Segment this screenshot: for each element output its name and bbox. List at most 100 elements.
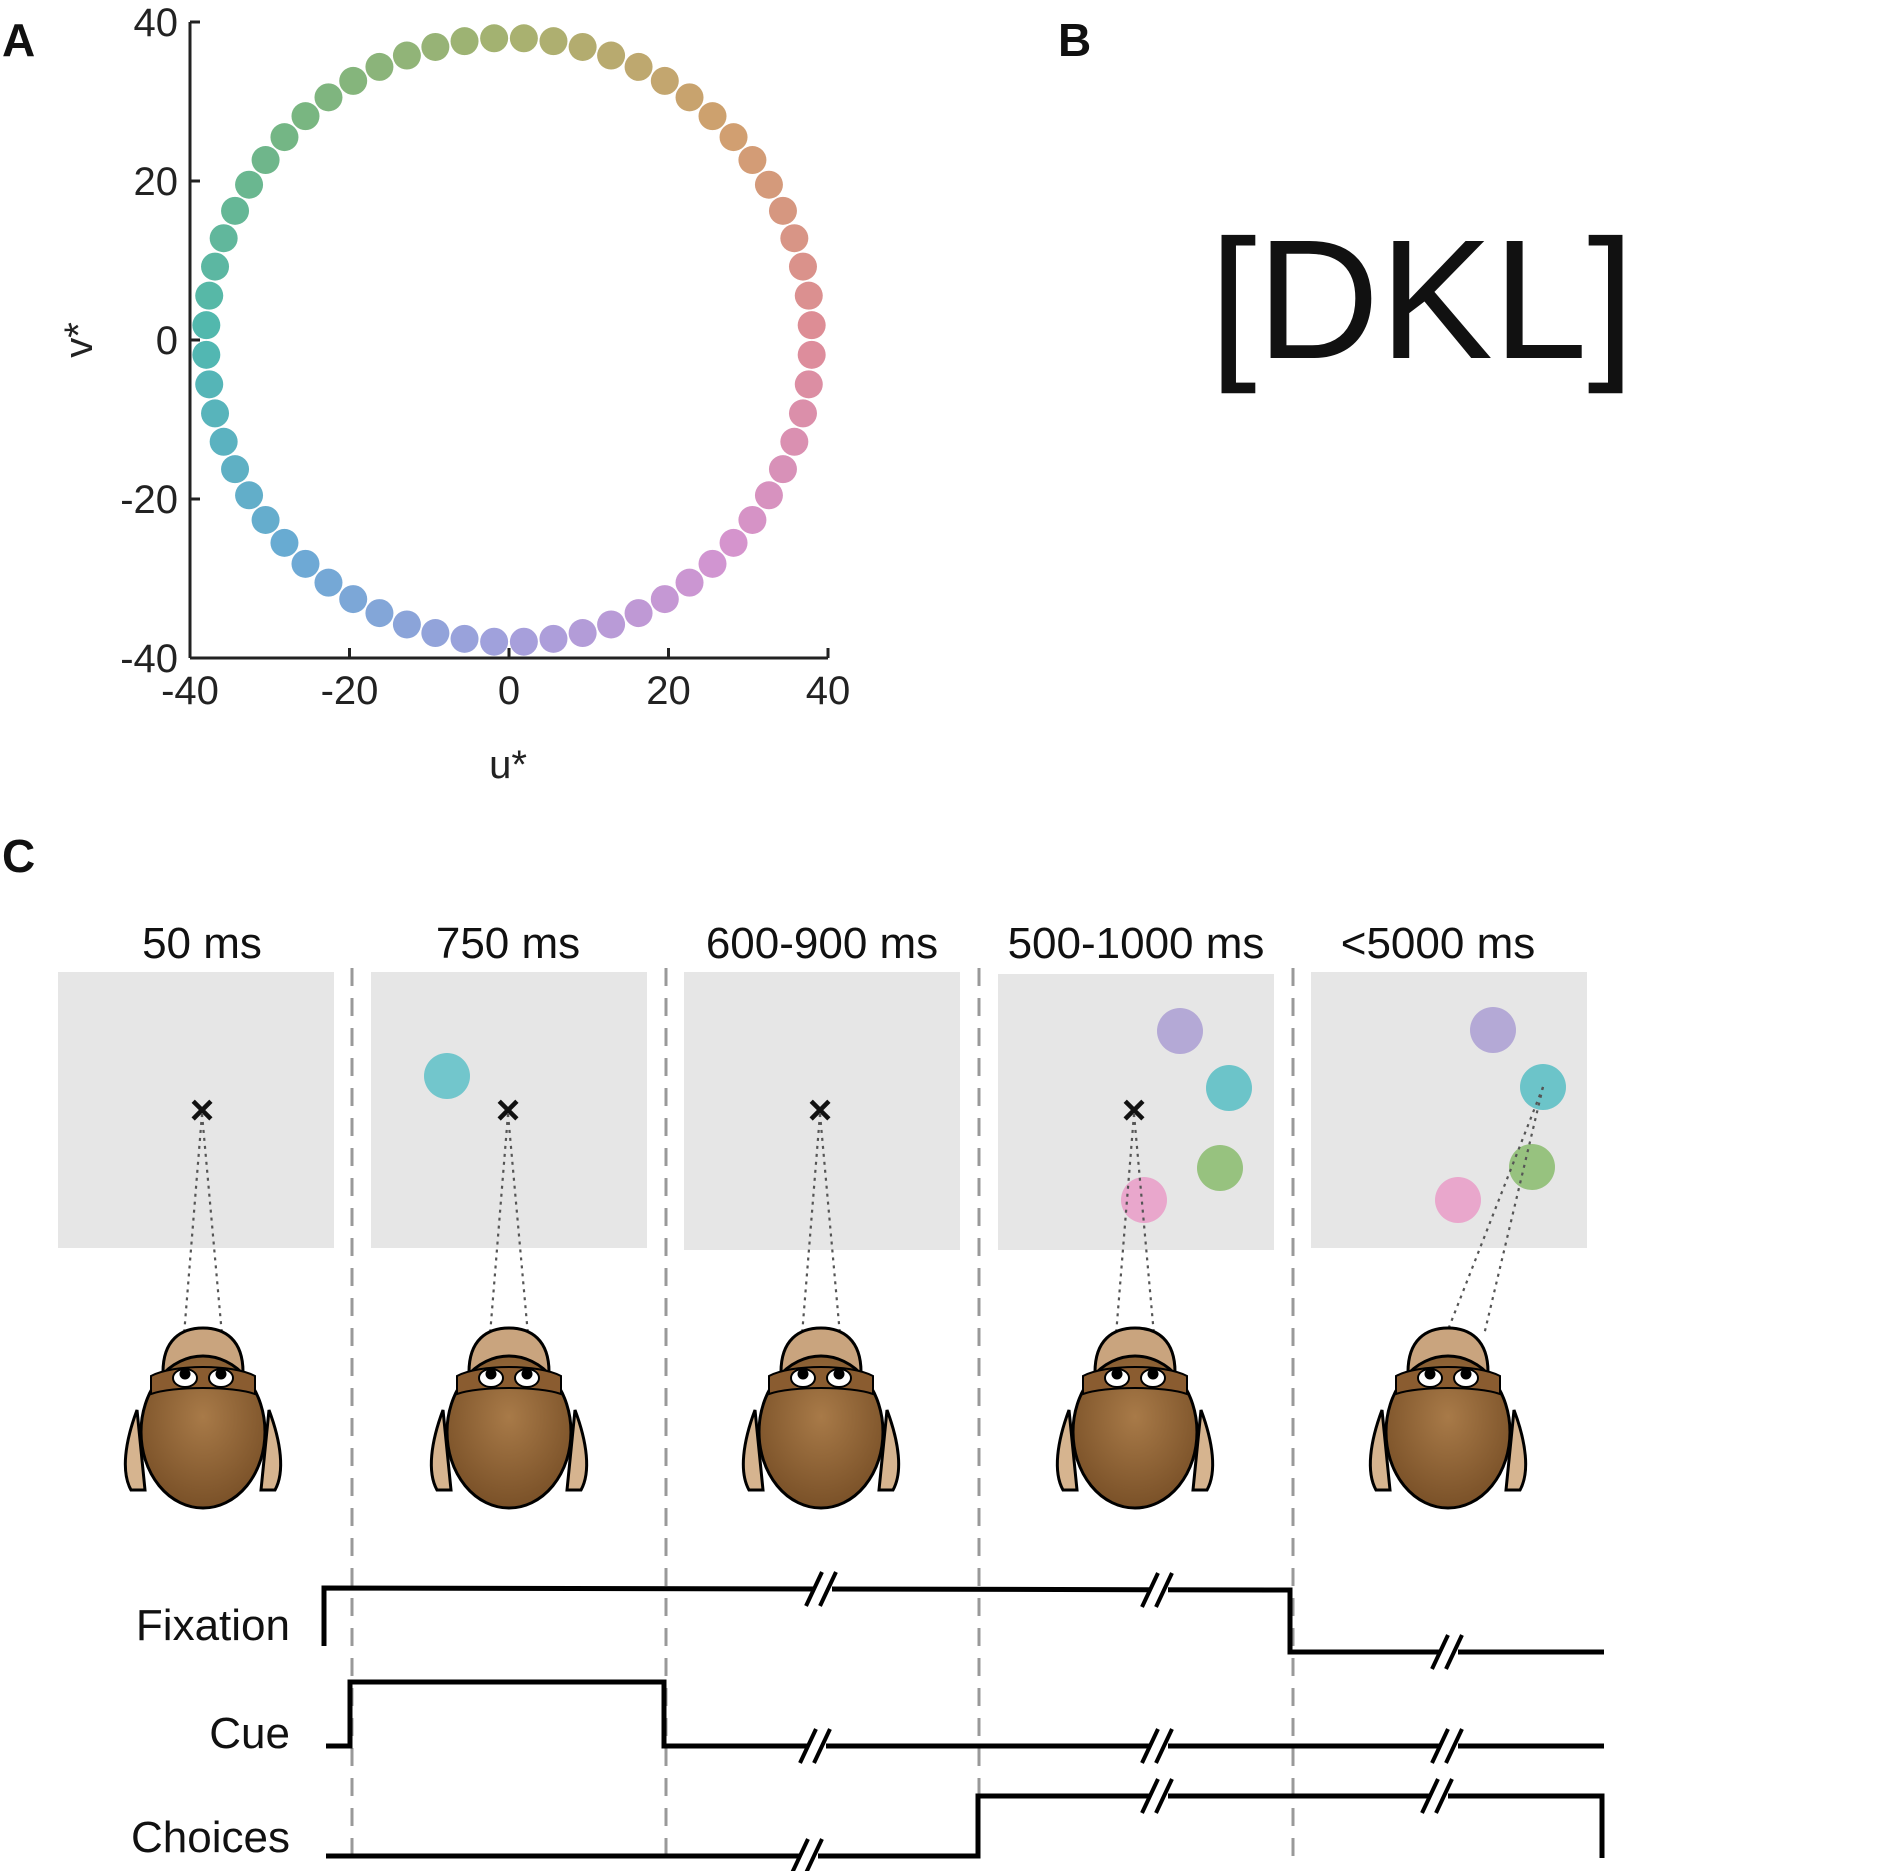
data-point	[291, 549, 320, 578]
choice-pink-5	[1435, 1177, 1481, 1223]
choice-green-4	[1197, 1145, 1243, 1191]
data-point	[719, 123, 748, 152]
data-point	[568, 32, 597, 61]
data-point	[251, 146, 280, 175]
data-point	[235, 481, 264, 510]
data-point	[597, 610, 626, 639]
gaze-lines	[182, 1086, 1545, 1336]
data-point	[195, 370, 224, 399]
panel-label-a: A	[2, 14, 35, 66]
x-ticks: -40 -20 0 20 40	[161, 648, 850, 713]
data-point	[365, 599, 394, 628]
y-tick-label: 40	[134, 1, 179, 45]
data-point	[650, 66, 679, 95]
data-point	[221, 455, 250, 484]
screen-2	[371, 972, 647, 1248]
cue-trace	[326, 1679, 1604, 1749]
duration-label-4: 500-1000 ms	[1008, 919, 1265, 968]
x-tick-label: 40	[806, 669, 851, 713]
data-point	[270, 123, 299, 152]
data-point	[624, 599, 653, 628]
data-point	[624, 52, 653, 81]
data-point	[314, 568, 343, 597]
screen-3	[684, 972, 960, 1250]
panel-label-c: C	[2, 830, 35, 882]
data-point	[339, 585, 368, 614]
data-point	[314, 83, 343, 112]
data-point	[797, 311, 826, 340]
data-point	[209, 224, 238, 253]
y-ticks: 40 20 0 -20 -40	[120, 1, 200, 681]
duration-label-3: 600-900 ms	[706, 919, 938, 968]
data-point	[568, 619, 597, 648]
data-point	[539, 27, 568, 56]
data-point	[221, 196, 250, 225]
panel-label-b: B	[1058, 14, 1091, 66]
screen-1	[58, 972, 334, 1248]
data-point	[794, 370, 823, 399]
row-label-choices: Choices	[131, 1813, 290, 1862]
data-point	[597, 41, 626, 70]
data-point	[509, 24, 538, 53]
data-point	[392, 610, 421, 639]
data-point	[509, 627, 538, 656]
timing-traces	[321, 1585, 1605, 1859]
data-point	[698, 549, 727, 578]
y-tick-label: -40	[120, 637, 178, 681]
data-point	[780, 224, 809, 253]
dkl-placeholder: [DKL]	[1209, 205, 1634, 395]
data-point	[365, 52, 394, 81]
data-point	[421, 32, 450, 61]
data-point	[675, 568, 704, 597]
fixation-cross-1: ×	[190, 1086, 215, 1133]
y-axis-label: v*	[57, 322, 101, 358]
monkey-1	[123, 1326, 283, 1510]
fixation-trace	[321, 1585, 1604, 1655]
y-tick-label: 20	[134, 160, 179, 204]
cue-stimulus	[424, 1053, 470, 1099]
data-point	[794, 281, 823, 310]
y-tick-label: -20	[120, 478, 178, 522]
x-tick-label: 0	[498, 669, 520, 713]
x-tick-label: -40	[161, 669, 219, 713]
data-point	[768, 196, 797, 225]
data-point	[251, 505, 280, 534]
data-point	[768, 455, 797, 484]
data-point	[192, 311, 221, 340]
choice-cyan-4	[1206, 1065, 1252, 1111]
choice-purple-4	[1157, 1008, 1203, 1054]
data-point	[480, 627, 509, 656]
fixation-cross-2: ×	[496, 1086, 521, 1133]
data-point	[539, 624, 568, 653]
data-point	[192, 340, 221, 369]
data-point	[780, 427, 809, 456]
data-point	[270, 528, 299, 557]
monkey-5	[1368, 1326, 1528, 1510]
duration-label-2: 750 ms	[436, 919, 580, 968]
data-point	[738, 146, 767, 175]
data-point	[675, 83, 704, 112]
data-point	[719, 528, 748, 557]
data-point	[392, 41, 421, 70]
data-point	[209, 427, 238, 456]
duration-label-5: <5000 ms	[1341, 919, 1535, 968]
data-points	[192, 24, 826, 656]
data-point	[235, 170, 264, 199]
fixation-cross-3: ×	[808, 1086, 833, 1133]
data-point	[339, 66, 368, 95]
data-point	[195, 281, 224, 310]
x-tick-label: 20	[646, 669, 691, 713]
choice-purple-5	[1470, 1007, 1516, 1053]
data-point	[788, 252, 817, 281]
y-tick-label: 0	[156, 319, 178, 363]
fixation-cross-4: ×	[1122, 1086, 1147, 1133]
choice-pink-4	[1121, 1177, 1167, 1223]
data-point	[480, 24, 509, 53]
data-point	[421, 619, 450, 648]
data-point	[698, 102, 727, 131]
data-point	[788, 399, 817, 428]
monkey-4	[1055, 1326, 1215, 1510]
data-point	[291, 102, 320, 131]
monkey-2	[429, 1326, 589, 1510]
